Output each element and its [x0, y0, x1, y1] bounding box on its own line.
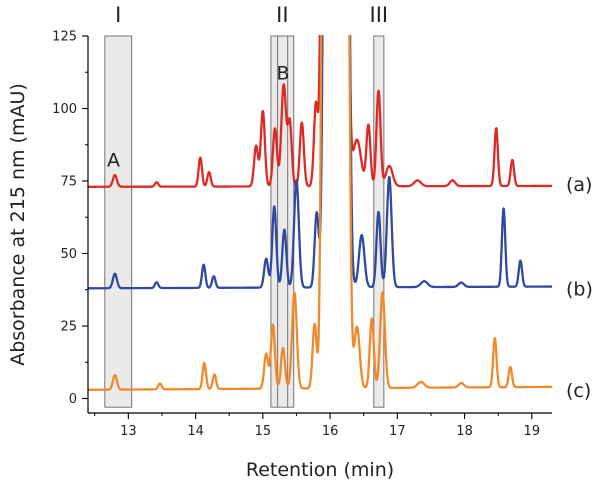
y-tick-label-0: 0: [69, 392, 77, 407]
axes: [87, 36, 552, 414]
series-label-a: (a): [566, 174, 592, 196]
y-tick-label-50: 50: [60, 247, 77, 262]
x-tick-label-17: 17: [389, 424, 406, 439]
series-line-c: [87, 0, 553, 391]
region-box-1: [104, 35, 133, 408]
series-label-c: (c): [566, 380, 591, 402]
region-label-1: I: [115, 3, 121, 27]
peak-label-A: A: [107, 150, 120, 172]
region-label-2: II: [276, 3, 288, 27]
x-tick-label-18: 18: [456, 424, 473, 439]
peak-label-B: B: [276, 63, 289, 85]
y-tick-label-100: 100: [52, 102, 77, 117]
series-lines: [87, 0, 553, 391]
y-tick-label-125: 125: [52, 30, 77, 45]
y-axis-title: Absorbance at 215 nm (mAU): [7, 83, 29, 366]
highlight-regions: [104, 35, 385, 408]
x-tick-label-13: 13: [120, 424, 137, 439]
axis-ticks: 13 14 15 16 17 18 19 0 25 50 75 100 125: [52, 30, 540, 440]
x-axis-title: Retention (min): [246, 459, 394, 481]
x-tick-label-19: 19: [524, 424, 541, 439]
y-tick-label-25: 25: [60, 320, 77, 335]
y-tick-label-75: 75: [60, 175, 77, 190]
region-label-3: III: [370, 3, 389, 27]
x-tick-label-16: 16: [322, 424, 339, 439]
series-label-b: (b): [566, 278, 593, 300]
x-tick-label-14: 14: [187, 424, 204, 439]
x-tick-label-15: 15: [255, 424, 272, 439]
top-mask: [89, 0, 553, 35]
